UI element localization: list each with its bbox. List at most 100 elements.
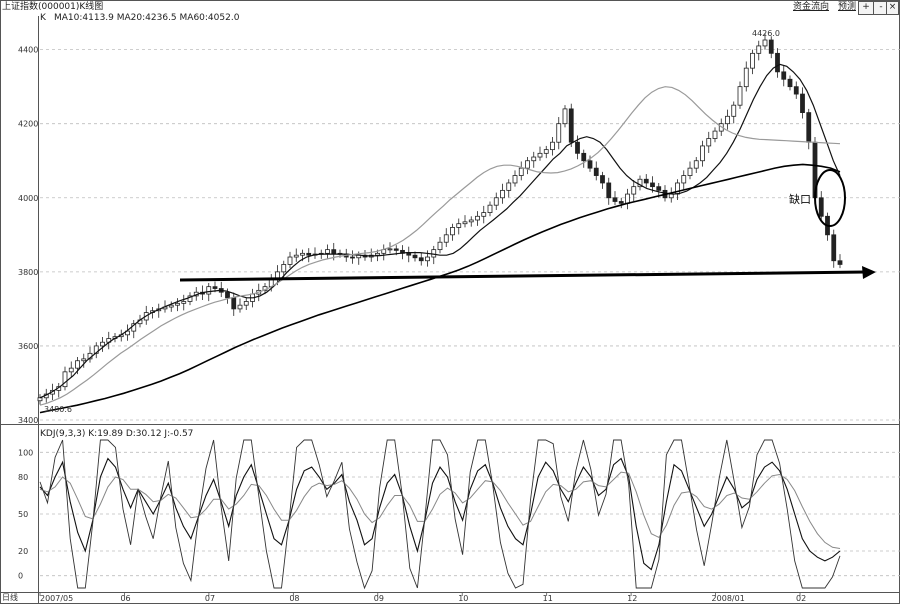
arrow-head bbox=[862, 266, 876, 279]
fund-flow-link[interactable]: 资金流向 bbox=[793, 2, 830, 12]
candle bbox=[793, 86, 799, 95]
candle bbox=[618, 201, 624, 204]
close-button[interactable]: × bbox=[886, 1, 899, 15]
candle bbox=[512, 175, 518, 184]
candle bbox=[712, 130, 718, 139]
candle bbox=[306, 252, 312, 256]
x-tick-label: 12 bbox=[627, 594, 637, 603]
zoom-in-button[interactable]: + bbox=[858, 1, 874, 15]
candle bbox=[506, 182, 512, 191]
candle bbox=[668, 193, 674, 199]
candle bbox=[412, 254, 418, 259]
kdj-y-tick-label: 100 bbox=[18, 448, 33, 457]
candle bbox=[643, 178, 649, 184]
candle bbox=[325, 249, 330, 254]
candle bbox=[737, 86, 743, 106]
support-arrow-line bbox=[179, 270, 867, 282]
candle bbox=[681, 175, 687, 184]
candle bbox=[568, 108, 574, 143]
candlestick-series[interactable] bbox=[37, 33, 843, 405]
low-price-label: 3480.6 bbox=[44, 405, 72, 414]
x-tick-label: 10 bbox=[458, 594, 468, 603]
candle bbox=[750, 52, 755, 69]
candle bbox=[212, 286, 218, 289]
price-y-axis: 4400 4200 4000 3800 3600 3400 bbox=[18, 46, 38, 425]
candle bbox=[443, 234, 449, 243]
candle bbox=[768, 39, 774, 54]
candle bbox=[231, 297, 237, 310]
candle bbox=[525, 160, 530, 169]
candle bbox=[775, 52, 780, 73]
kdj-grid bbox=[40, 451, 900, 577]
candle bbox=[456, 223, 462, 228]
ma-line-ma20 bbox=[39, 86, 841, 406]
candle bbox=[468, 219, 474, 223]
kdj-lines bbox=[39, 439, 841, 590]
price-y-tick-label: 4400 bbox=[18, 46, 38, 55]
candle bbox=[62, 371, 68, 388]
x-tick-label: 11 bbox=[543, 594, 553, 603]
candle bbox=[756, 45, 762, 54]
kdj-y-tick-label: 20 bbox=[18, 547, 28, 556]
k-legend: K bbox=[40, 13, 46, 23]
candle bbox=[225, 291, 230, 299]
ma-line-ma10 bbox=[39, 63, 841, 399]
candle bbox=[281, 264, 287, 273]
candle bbox=[781, 71, 787, 80]
candle bbox=[68, 367, 74, 373]
candle bbox=[187, 295, 193, 302]
candle bbox=[493, 197, 499, 206]
x-axis-label: 日线 bbox=[2, 592, 18, 602]
kdj-y-tick-label: 0 bbox=[18, 572, 23, 581]
candle bbox=[475, 215, 480, 221]
candle bbox=[406, 252, 412, 256]
candle bbox=[600, 175, 605, 184]
candle bbox=[300, 252, 305, 256]
candle bbox=[418, 257, 424, 262]
candle bbox=[787, 78, 793, 88]
candle bbox=[518, 167, 524, 176]
candle bbox=[75, 360, 80, 369]
candle bbox=[706, 138, 712, 147]
kdj-line-k bbox=[39, 457, 841, 571]
candle bbox=[168, 304, 174, 308]
candle bbox=[587, 160, 593, 169]
x-tick-label: 2007/05 bbox=[40, 594, 73, 603]
candle bbox=[612, 197, 618, 202]
candle bbox=[425, 256, 430, 262]
candle bbox=[656, 186, 662, 191]
candle bbox=[800, 93, 805, 113]
candle bbox=[543, 149, 549, 154]
candle bbox=[837, 260, 843, 265]
x-tick-label: 08 bbox=[289, 594, 299, 603]
window-title: 上证指数(000001)K线图 bbox=[2, 2, 104, 12]
candle bbox=[531, 156, 537, 162]
kdj-y-axis: 100 80 50 20 0 bbox=[18, 448, 33, 580]
candle bbox=[431, 249, 437, 258]
candle bbox=[206, 286, 212, 295]
candle bbox=[650, 182, 655, 188]
candle bbox=[625, 193, 630, 204]
candle bbox=[631, 186, 637, 195]
candle bbox=[237, 304, 243, 310]
candle bbox=[181, 301, 187, 304]
kdj-y-tick-label: 50 bbox=[18, 510, 28, 519]
candle bbox=[725, 115, 730, 125]
candle bbox=[550, 141, 555, 151]
high-price-label: 4426.0 bbox=[752, 29, 780, 38]
candle bbox=[81, 358, 87, 362]
candle bbox=[293, 254, 299, 258]
candle bbox=[818, 197, 824, 217]
candle bbox=[700, 145, 705, 162]
x-tick-label: 07 bbox=[205, 594, 215, 603]
candle bbox=[287, 256, 293, 265]
candle bbox=[537, 152, 543, 158]
x-tick-label: 02 bbox=[796, 594, 806, 603]
x-tick-label: 09 bbox=[374, 594, 384, 603]
forecast-link[interactable]: 预测 bbox=[838, 2, 857, 12]
candle bbox=[387, 248, 393, 251]
candle bbox=[331, 249, 337, 254]
candle bbox=[481, 212, 487, 217]
